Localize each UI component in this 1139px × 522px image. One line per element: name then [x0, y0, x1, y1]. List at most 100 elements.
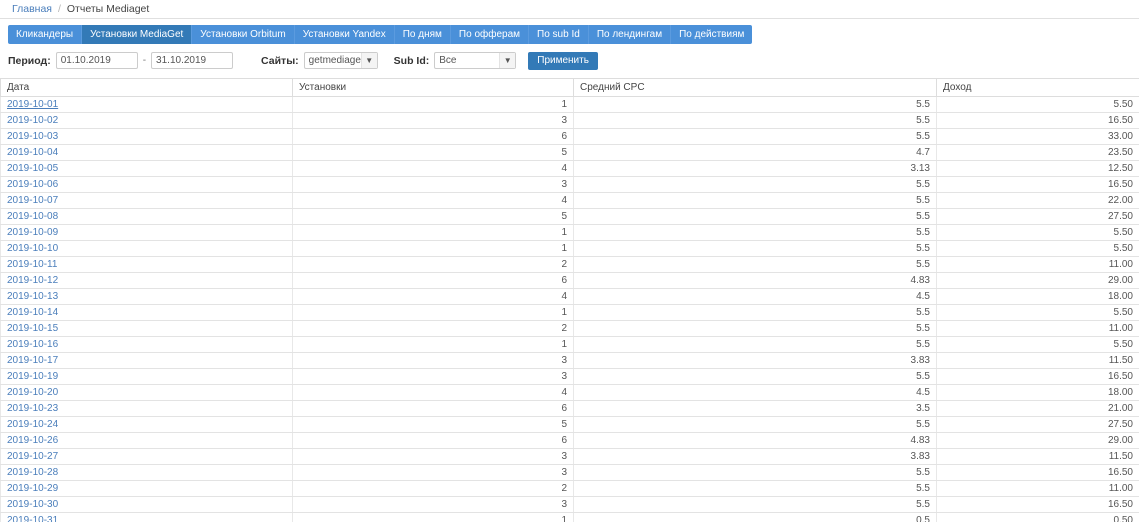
date-link[interactable]: 2019-10-23 — [7, 403, 59, 414]
date-link[interactable]: 2019-10-24 — [7, 419, 59, 430]
cell-date: 2019-10-12 — [0, 272, 293, 289]
report-table-body: 2019-10-01 1 5.5 5.50 2019-10-02 3 5.5 16.50 201… — [0, 96, 1139, 522]
date-link[interactable]: 2019-10-11 — [7, 259, 58, 270]
date-to-input[interactable] — [151, 52, 234, 69]
cell-revenue: 29.00 — [936, 432, 1139, 449]
tab-0[interactable]: Кликандеры — [8, 25, 83, 44]
sites-select[interactable]: getmediaget.r ▼ — [303, 52, 378, 69]
cell-installs: 1 — [292, 96, 574, 113]
subid-select[interactable]: Все ▼ — [434, 52, 517, 69]
date-link[interactable]: 2019-10-03 — [7, 131, 59, 142]
cell-installs: 1 — [292, 304, 574, 321]
column-header-2: Средний CPC — [573, 78, 937, 97]
chevron-down-icon: ▼ — [360, 53, 377, 68]
tab-6[interactable]: По sub Id — [529, 25, 589, 44]
table-row: 2019-10-31 1 0.5 0.50 — [0, 512, 1139, 522]
date-link[interactable]: 2019-10-30 — [7, 499, 59, 510]
filter-bar: Период: - Сайты: getmediaget.r ▼ Sub Id:… — [8, 51, 1139, 70]
cell-date: 2019-10-24 — [0, 416, 293, 433]
table-row: 2019-10-23 6 3.5 21.00 — [0, 400, 1139, 417]
date-link[interactable]: 2019-10-14 — [7, 307, 59, 318]
cell-date: 2019-10-11 — [0, 256, 293, 273]
date-link[interactable]: 2019-10-29 — [7, 483, 59, 494]
cell-date: 2019-10-07 — [0, 192, 293, 209]
tab-8[interactable]: По действиям — [671, 25, 753, 44]
date-link[interactable]: 2019-10-10 — [7, 243, 59, 254]
date-link[interactable]: 2019-10-06 — [7, 179, 59, 190]
tab-7[interactable]: По лендингам — [588, 25, 672, 44]
date-link[interactable]: 2019-10-19 — [7, 371, 59, 382]
cell-installs: 1 — [292, 224, 574, 241]
tab-5[interactable]: По офферам — [450, 25, 530, 44]
tab-3[interactable]: Установки Yandex — [294, 25, 395, 44]
cell-installs: 6 — [292, 400, 574, 417]
table-row: 2019-10-12 6 4.83 29.00 — [0, 272, 1139, 289]
date-link[interactable]: 2019-10-31 — [7, 515, 59, 522]
sites-label: Сайты: — [261, 54, 299, 67]
cell-date: 2019-10-28 — [0, 464, 293, 481]
cell-date: 2019-10-17 — [0, 352, 293, 369]
date-link[interactable]: 2019-10-01 — [7, 99, 59, 110]
cell-date: 2019-10-16 — [0, 336, 293, 353]
cell-cpc: 5.5 — [573, 336, 937, 353]
date-link[interactable]: 2019-10-07 — [7, 195, 59, 206]
chevron-down-icon: ▼ — [499, 53, 516, 68]
cell-date: 2019-10-14 — [0, 304, 293, 321]
cell-date: 2019-10-04 — [0, 144, 293, 161]
cell-cpc: 5.5 — [573, 496, 937, 513]
date-from-input[interactable] — [55, 52, 138, 69]
date-link[interactable]: 2019-10-27 — [7, 451, 59, 462]
date-link[interactable]: 2019-10-15 — [7, 323, 59, 334]
cell-cpc: 4.5 — [573, 288, 937, 305]
date-link[interactable]: 2019-10-05 — [7, 163, 59, 174]
table-row: 2019-10-07 4 5.5 22.00 — [0, 192, 1139, 209]
date-link[interactable]: 2019-10-28 — [7, 467, 59, 478]
table-row: 2019-10-15 2 5.5 11.00 — [0, 320, 1139, 337]
date-link[interactable]: 2019-10-04 — [7, 147, 59, 158]
date-range-separator: - — [142, 55, 147, 66]
tab-1[interactable]: Установки MediaGet — [82, 25, 193, 44]
report-table: Дата Установки Средний CPC Доход 2019-10-01… — [0, 78, 1139, 522]
cell-revenue: 5.50 — [936, 336, 1139, 353]
cell-revenue: 22.00 — [936, 192, 1139, 209]
breadcrumb: Главная / Отчеты Mediaget — [0, 0, 1139, 19]
cell-revenue: 5.50 — [936, 96, 1139, 113]
tab-4[interactable]: По дням — [394, 25, 451, 44]
cell-installs: 4 — [292, 288, 574, 305]
breadcrumb-home-link[interactable]: Главная — [12, 3, 52, 15]
cell-installs: 4 — [292, 192, 574, 209]
cell-installs: 3 — [292, 496, 574, 513]
cell-installs: 3 — [292, 368, 574, 385]
cell-installs: 3 — [292, 112, 574, 129]
cell-cpc: 5.5 — [573, 224, 937, 241]
date-link[interactable]: 2019-10-26 — [7, 435, 59, 446]
cell-revenue: 27.50 — [936, 416, 1139, 433]
date-link[interactable]: 2019-10-02 — [7, 115, 59, 126]
report-table-container: Дата Установки Средний CPC Доход 2019-10-01… — [0, 78, 1139, 522]
date-link[interactable]: 2019-10-09 — [7, 227, 59, 238]
tab-2[interactable]: Установки Orbitum — [192, 25, 295, 44]
apply-button[interactable]: Применить — [528, 51, 598, 70]
date-link[interactable]: 2019-10-12 — [7, 275, 59, 286]
date-link[interactable]: 2019-10-08 — [7, 211, 59, 222]
cell-cpc: 4.7 — [573, 144, 937, 161]
cell-date: 2019-10-27 — [0, 448, 293, 465]
cell-revenue: 33.00 — [936, 128, 1139, 145]
cell-installs: 6 — [292, 432, 574, 449]
cell-revenue: 5.50 — [936, 304, 1139, 321]
cell-revenue: 16.50 — [936, 176, 1139, 193]
date-link[interactable]: 2019-10-20 — [7, 387, 59, 398]
cell-installs: 1 — [292, 240, 574, 257]
cell-cpc: 4.83 — [573, 432, 937, 449]
date-link[interactable]: 2019-10-13 — [7, 291, 59, 302]
period-label: Период: — [8, 54, 51, 67]
cell-revenue: 23.50 — [936, 144, 1139, 161]
cell-revenue: 11.50 — [936, 352, 1139, 369]
cell-date: 2019-10-08 — [0, 208, 293, 225]
cell-cpc: 4.5 — [573, 384, 937, 401]
date-link[interactable]: 2019-10-17 — [7, 355, 59, 366]
table-header-row: Дата Установки Средний CPC Доход — [0, 78, 1139, 97]
cell-revenue: 11.50 — [936, 448, 1139, 465]
cell-cpc: 3.13 — [573, 160, 937, 177]
date-link[interactable]: 2019-10-16 — [7, 339, 59, 350]
